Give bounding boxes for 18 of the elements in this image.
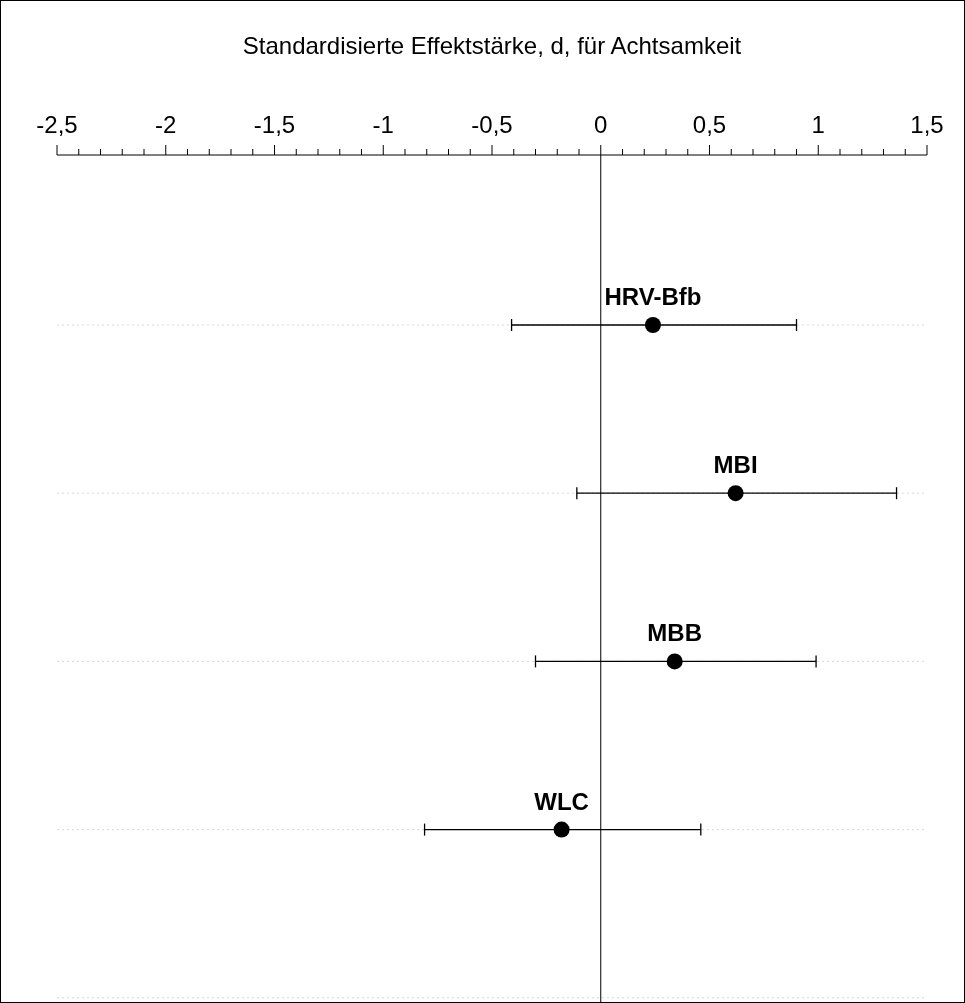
point xyxy=(644,317,661,333)
point xyxy=(727,485,744,502)
x-tick-label: 1,5 xyxy=(910,111,944,138)
y-tick-label: MBB xyxy=(647,619,703,647)
x-tick-label: 0,5 xyxy=(692,111,727,138)
x-tick-label: -0,5 xyxy=(471,111,513,138)
y-tick-label: WLC xyxy=(534,787,589,815)
x-tick-label: -1 xyxy=(372,111,394,138)
x-tick-label: 1 xyxy=(811,111,825,138)
point xyxy=(553,821,570,838)
y-tick-label: HRV-Bfb xyxy=(604,283,702,310)
x-tick-label: -2 xyxy=(155,111,177,138)
y-tick-label: MBI xyxy=(713,451,758,479)
x-axis-title: Standardisierte Effektstärke, d, für Achtsamkeit xyxy=(242,32,742,59)
x-tick-label: -2,5 xyxy=(36,111,78,138)
x-tick-label: 0 xyxy=(594,111,608,138)
x-tick-label: -1,5 xyxy=(253,111,296,138)
point xyxy=(666,653,683,670)
